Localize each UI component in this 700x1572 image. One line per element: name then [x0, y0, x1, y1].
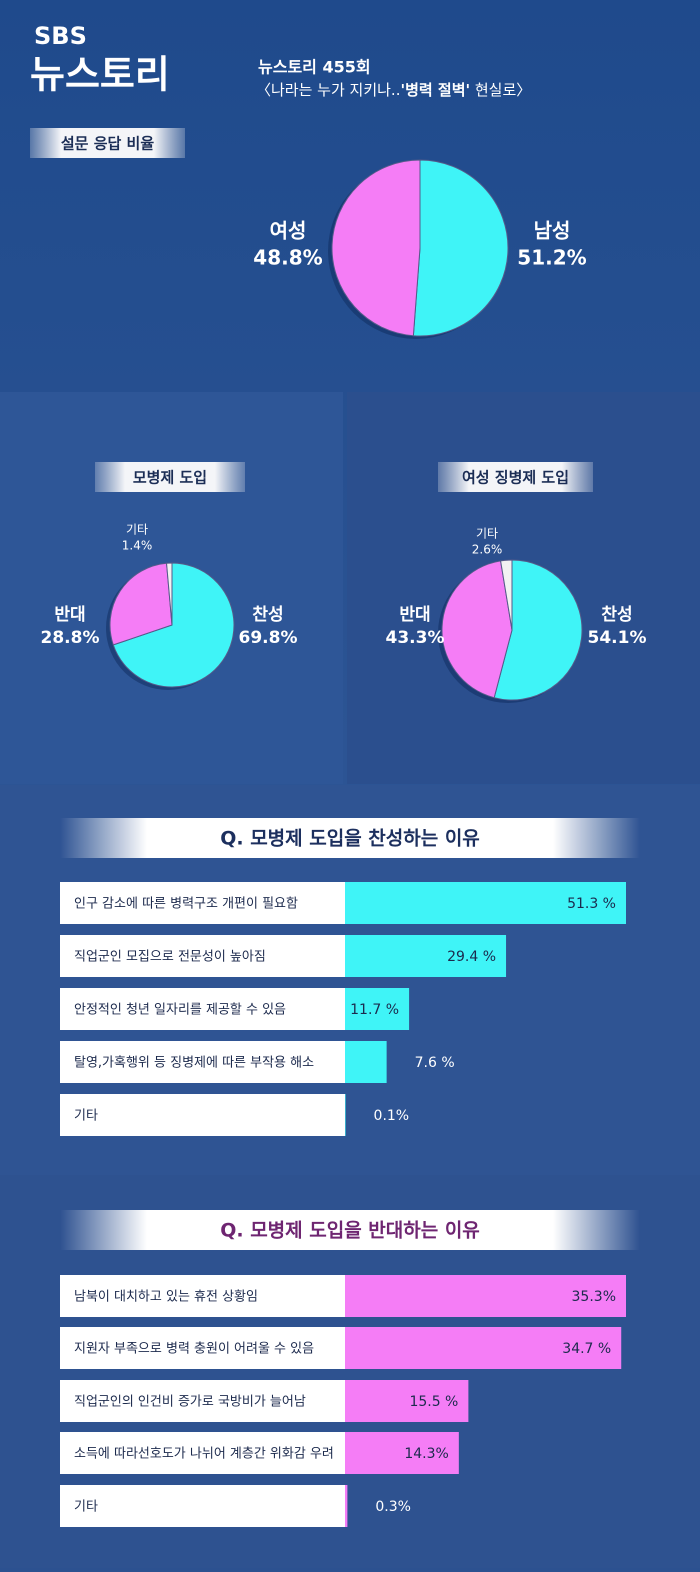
slice-value: 2.6%	[472, 543, 503, 557]
section-tag	[438, 462, 593, 492]
value-label: 15.5 %	[409, 1394, 458, 1410]
episode: 뉴스토리 455회	[258, 58, 371, 77]
value-label: 0.1%	[374, 1108, 410, 1124]
value-label: 11.7 %	[350, 1002, 399, 1018]
category-label: 소득에 따라선호도가 나뉘어 계층간 위화감 우려	[74, 1447, 334, 1462]
slice-category: 여성	[270, 219, 307, 243]
slice-value: 69.8%	[239, 628, 298, 648]
pie-slice	[112, 562, 235, 688]
section-tag	[30, 128, 185, 158]
value-label: 7.6 %	[415, 1055, 455, 1071]
slice-category: 기타	[126, 523, 148, 537]
slice-category: 찬성	[252, 605, 283, 625]
program-name: 뉴스토리	[30, 53, 170, 97]
slice-value: 28.8%	[41, 628, 100, 648]
value-label: 34.7 %	[562, 1341, 611, 1357]
row-label-box	[60, 1327, 345, 1369]
slice-category: 반대	[54, 605, 85, 625]
slice-category: 찬성	[601, 605, 632, 625]
section-tag	[95, 462, 245, 492]
bar	[345, 1432, 459, 1474]
section-title: 여성 징병제 도입	[462, 469, 569, 487]
slice-value: 54.1%	[588, 628, 647, 648]
category-label: 기타	[74, 1500, 98, 1515]
subtitle-text: 〈나라는 누가 지키나..	[256, 81, 400, 99]
slice-value: 43.3%	[386, 628, 445, 648]
row-label-box	[60, 1432, 345, 1474]
slice-value: 48.8%	[253, 246, 322, 270]
slice-category: 남성	[534, 219, 571, 243]
slice-category: 기타	[476, 527, 498, 541]
row-label-box	[60, 988, 345, 1030]
bar	[345, 1327, 622, 1369]
pie-slice	[493, 559, 583, 701]
value-label: 0.3%	[375, 1499, 411, 1515]
pie-slice	[441, 560, 513, 699]
section-title: 모병제 도입	[133, 469, 207, 487]
bar	[345, 882, 626, 924]
category-label: 안정적인 청년 일자리를 제공할 수 있음	[74, 1003, 286, 1018]
section-banner	[60, 1210, 640, 1250]
subtitle-text: 현실로〉	[470, 81, 531, 99]
pie-slice	[500, 559, 513, 631]
row-label-box	[60, 882, 345, 924]
bar	[345, 1275, 626, 1317]
bar	[345, 1485, 348, 1527]
section-title: Q. 모병제 도입을 찬성하는 이유	[220, 828, 480, 850]
value-label: 14.3%	[404, 1446, 448, 1462]
row-label-box	[60, 1380, 345, 1422]
slice-value: 1.4%	[122, 539, 153, 553]
category-label: 직업군인의 인건비 증가로 국방비가 늘어남	[74, 1395, 306, 1410]
row-label-box	[60, 935, 345, 977]
bar	[345, 1094, 346, 1136]
category-label: 탈영,가혹행위 등 징병제에 따른 부작용 해소	[74, 1055, 314, 1071]
category-label: 인구 감소에 따른 병력구조 개편이 필요함	[74, 897, 298, 912]
row-label-box	[60, 1275, 345, 1317]
value-label: 51.3 %	[567, 896, 616, 912]
section-title: 설문 응답 비율	[61, 135, 154, 153]
category-label: 기타	[74, 1109, 98, 1124]
category-label: 지원자 부족으로 병력 충원이 어려울 수 있음	[74, 1342, 314, 1357]
pie-slice	[166, 562, 173, 626]
bar	[345, 1380, 469, 1422]
pie-slice	[412, 159, 509, 337]
bar	[345, 1041, 387, 1083]
value-label: 35.3%	[572, 1289, 616, 1305]
bar	[345, 935, 507, 977]
category-label: 남북이 대치하고 있는 휴전 상황임	[74, 1290, 258, 1305]
bar	[345, 988, 410, 1030]
slice-value: 51.2%	[517, 246, 586, 270]
pie-slice	[331, 159, 421, 337]
row-label-box	[60, 1094, 345, 1136]
value-label: 29.4 %	[447, 949, 496, 965]
subtitle-bold: '병력 절벽'	[400, 81, 470, 99]
pie-slice	[109, 562, 173, 646]
section-title: Q. 모병제 도입을 반대하는 이유	[220, 1220, 480, 1242]
subtitle: 〈나라는 누가 지키나..'병력 절벽' 현실로〉	[256, 81, 531, 99]
logo: SBS	[34, 22, 87, 50]
row-label-box	[60, 1041, 345, 1083]
slice-category: 반대	[399, 605, 430, 625]
category-label: 직업군인 모집으로 전문성이 높아짐	[74, 950, 266, 965]
row-label-box	[60, 1485, 345, 1527]
section-banner	[60, 818, 640, 858]
